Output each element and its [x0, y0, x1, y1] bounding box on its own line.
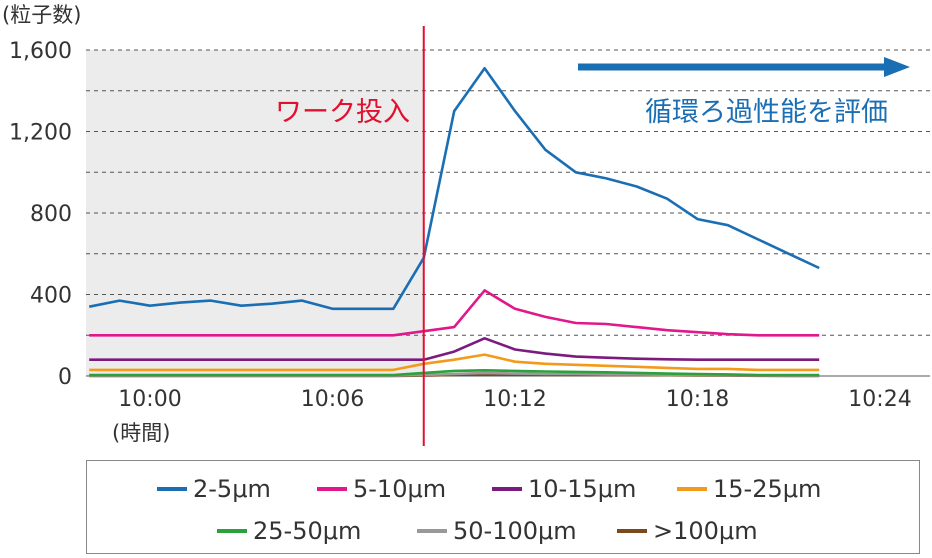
y-tick-label: 1,200 — [9, 121, 72, 146]
evaluation-annotation: 循環ろ過性能を評価 — [645, 97, 888, 128]
series-lines — [88, 67, 820, 378]
series-line — [89, 353, 820, 372]
legend-swatch — [492, 487, 522, 491]
x-tick-label: 10:06 — [301, 387, 364, 412]
legend-label: 50-100μm — [453, 517, 577, 545]
y-axis-label: (粒子数) — [2, 3, 81, 27]
x-axis-label: (時間) — [112, 421, 170, 445]
y-tick-labels: 0 400 800 1,200 1,600 — [9, 39, 72, 390]
x-tick-label: 10:24 — [848, 387, 911, 412]
y-tick-label: 400 — [30, 284, 72, 309]
y-tick-label: 1,600 — [9, 39, 72, 64]
legend-swatch — [677, 487, 707, 491]
legend-item: 25-50μm — [217, 517, 361, 545]
legend-label: 15-25μm — [713, 475, 822, 503]
legend-item: >100μm — [617, 517, 758, 545]
work-input-annotation: ワーク投入 — [275, 97, 410, 128]
legend-item: 2-5μm — [157, 475, 271, 503]
legend-swatch — [417, 529, 447, 533]
legend-swatch — [217, 529, 247, 533]
x-tick-label: 10:12 — [483, 387, 546, 412]
series-line — [89, 368, 820, 377]
legend-item: 50-100μm — [417, 517, 577, 545]
legend-swatch — [317, 487, 347, 491]
y-tick-label: 800 — [30, 202, 72, 227]
evaluation-arrow-head — [884, 57, 910, 77]
legend-item: 10-15μm — [492, 475, 636, 503]
series-line — [89, 289, 820, 337]
legend-swatch — [617, 529, 647, 533]
legend-label: 25-50μm — [253, 517, 362, 545]
legend-item: 5-10μm — [317, 475, 446, 503]
legend-label: >100μm — [653, 517, 758, 545]
legend: 2-5μm 5-10μm 10-15μm 15-25μm 25-50μm 50-100μm… — [86, 460, 920, 554]
y-tick-label: 0 — [58, 365, 72, 390]
x-tick-labels: 10:00 10:06 10:12 10:18 10:24 — [118, 387, 911, 412]
x-tick-label: 10:00 — [118, 387, 181, 412]
x-tick-label: 10:18 — [666, 387, 729, 412]
legend-label: 2-5μm — [193, 475, 271, 503]
legend-swatch — [157, 487, 187, 491]
series-line — [88, 67, 820, 311]
series-line — [89, 336, 820, 362]
legend-item: 15-25μm — [677, 475, 821, 503]
legend-label: 10-15μm — [528, 475, 637, 503]
legend-label: 5-10μm — [353, 475, 447, 503]
